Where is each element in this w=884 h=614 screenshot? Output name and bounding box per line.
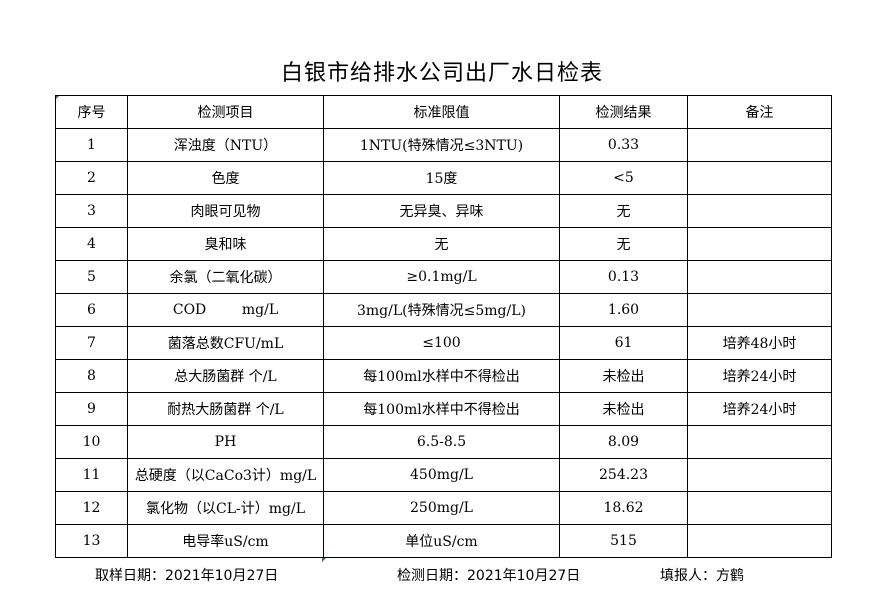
table-cell: ≤100 bbox=[323, 326, 560, 360]
table-cell: 254.23 bbox=[559, 458, 688, 492]
table-cell: 15度 bbox=[323, 161, 560, 195]
table-cell: COD mg/L bbox=[127, 293, 324, 327]
table-cell: 培养24小时 bbox=[687, 392, 832, 426]
table-cell: 无 bbox=[559, 227, 688, 261]
table-cell: 色度 bbox=[127, 161, 324, 195]
table-cell: 菌落总数CFU/mL bbox=[127, 326, 324, 360]
table-cell: <5 bbox=[559, 161, 688, 195]
table-cell: 氯化物（以CL-计）mg/L bbox=[127, 491, 324, 525]
table-cell: 8 bbox=[55, 359, 128, 393]
column-header: 检测项目 bbox=[127, 95, 324, 129]
table-cell: 1NTU(特殊情况≤3NTU) bbox=[323, 128, 560, 162]
table-cell: 每100ml水样中不得检出 bbox=[323, 392, 560, 426]
table-row: 5 余氯（二氧化碳） ≥0.1mg/L 0.13 bbox=[55, 260, 832, 294]
table-cell: 7 bbox=[55, 326, 128, 360]
table-cell: 450mg/L bbox=[323, 458, 560, 492]
table-cell: 无异臭、异味 bbox=[323, 194, 560, 228]
table-cell: 余氯（二氧化碳） bbox=[127, 260, 324, 294]
table-cell: 单位uS/cm bbox=[323, 524, 560, 558]
table-row: 11 总硬度（以CaCo3计）mg/L 450mg/L 254.23 bbox=[55, 458, 832, 492]
table-cell bbox=[687, 128, 832, 162]
table-cell: 臭和味 bbox=[127, 227, 324, 261]
table-cell: 12 bbox=[55, 491, 128, 525]
table-cell: 0.33 bbox=[559, 128, 688, 162]
table-cell: 4 bbox=[55, 227, 128, 261]
table-cell: 未检出 bbox=[559, 392, 688, 426]
table-cell bbox=[687, 260, 832, 294]
water-quality-table: 序号 检测项目 标准限值 检测结果 备注 1 浑浊度（NTU） 1NTU(特殊情况≤3NTU)… bbox=[55, 95, 832, 558]
sampling-date: 取样日期：2021年10月27日 bbox=[95, 568, 279, 584]
table-row: 10 PH 6.5-8.5 8.09 bbox=[55, 425, 832, 459]
table-cell: 电导率uS/cm bbox=[127, 524, 324, 558]
table-cell: ≥0.1mg/L bbox=[323, 260, 560, 294]
table-cell: 未检出 bbox=[559, 359, 688, 393]
table-row: 4 臭和味无无 bbox=[55, 227, 832, 261]
table-row: 13 电导率uS/cm 单位uS/cm 515 bbox=[55, 524, 832, 558]
table-cell: 每100ml水样中不得检出 bbox=[323, 359, 560, 393]
table-row: 9 耐热大肠菌群 个/L 每100ml水样中不得检出 未检出 培养24小时 bbox=[55, 392, 832, 426]
table-cell bbox=[687, 458, 832, 492]
table-cell: 2 bbox=[55, 161, 128, 195]
table-cell: 18.62 bbox=[559, 491, 688, 525]
table-row: 7 菌落总数CFU/mL ≤100 61 培养48小时 bbox=[55, 326, 832, 360]
table-cell bbox=[687, 227, 832, 261]
table-row: 6 COD mg/L 3mg/L(特殊情况≤5mg/L) 1.60 bbox=[55, 293, 832, 327]
column-header: 序号 bbox=[55, 95, 128, 129]
table-cell bbox=[687, 524, 832, 558]
column-header: 检测结果 bbox=[559, 95, 688, 129]
table-cell bbox=[687, 161, 832, 195]
table-cell: 61 bbox=[559, 326, 688, 360]
table-cell: 浑浊度（NTU） bbox=[127, 128, 324, 162]
table-cell bbox=[687, 194, 832, 228]
column-header: 备注 bbox=[687, 95, 832, 129]
cell-marker bbox=[322, 557, 327, 562]
table-cell: 1 bbox=[55, 128, 128, 162]
table-cell: 无 bbox=[559, 194, 688, 228]
table-cell: 250mg/L bbox=[323, 491, 560, 525]
table-cell: 0.13 bbox=[559, 260, 688, 294]
table-row: 2 色度 15度 <5 bbox=[55, 161, 832, 195]
table-cell: 9 bbox=[55, 392, 128, 426]
table-cell: 1.60 bbox=[559, 293, 688, 327]
table-cell bbox=[687, 293, 832, 327]
table-row: 3 肉眼可见物 无异臭、异味无 bbox=[55, 194, 832, 228]
column-header: 标准限值 bbox=[323, 95, 560, 129]
table-cell: 10 bbox=[55, 425, 128, 459]
table-cell: 肉眼可见物 bbox=[127, 194, 324, 228]
table-cell: 6 bbox=[55, 293, 128, 327]
table-cell: 8.09 bbox=[559, 425, 688, 459]
page-title: 白银市给排水公司出厂水日检表 bbox=[280, 61, 603, 86]
table-row: 1 浑浊度（NTU） 1NTU(特殊情况≤3NTU) 0.33 bbox=[55, 128, 832, 162]
table-cell: 515 bbox=[559, 524, 688, 558]
table-cell: PH bbox=[127, 425, 324, 459]
header-row: 序号 检测项目 标准限值 检测结果 备注 bbox=[55, 95, 832, 129]
table-row: 12 氯化物（以CL-计）mg/L 250mg/L 18.62 bbox=[55, 491, 832, 525]
table-row: 8 总大肠菌群 个/L 每100ml水样中不得检出 未检出 培养24小时 bbox=[55, 359, 832, 393]
table-cell: 3mg/L(特殊情况≤5mg/L) bbox=[323, 293, 560, 327]
table-cell: 总硬度（以CaCo3计）mg/L bbox=[127, 458, 324, 492]
table-cell bbox=[687, 491, 832, 525]
table-cell: 总大肠菌群 个/L bbox=[127, 359, 324, 393]
table-cell: 11 bbox=[55, 458, 128, 492]
table-cell: 3 bbox=[55, 194, 128, 228]
reporter: 填报人：方鹤 bbox=[660, 568, 744, 584]
table-cell bbox=[687, 425, 832, 459]
table-cell: 培养48小时 bbox=[687, 326, 832, 360]
table-cell: 13 bbox=[55, 524, 128, 558]
table-cell: 耐热大肠菌群 个/L bbox=[127, 392, 324, 426]
table-cell: 6.5-8.5 bbox=[323, 425, 560, 459]
table-cell: 培养24小时 bbox=[687, 359, 832, 393]
test-date: 检测日期：2021年10月27日 bbox=[397, 568, 581, 584]
table-cell: 5 bbox=[55, 260, 128, 294]
table-cell: 无 bbox=[323, 227, 560, 261]
